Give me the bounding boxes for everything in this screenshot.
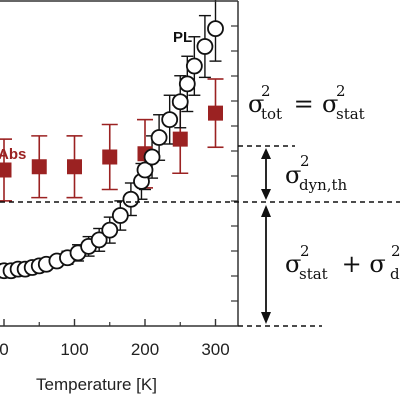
pl-point xyxy=(207,20,224,38)
y-ticks-right xyxy=(231,25,238,302)
pl-point xyxy=(185,57,203,75)
pl-point xyxy=(178,75,196,93)
svg-text:σ: σ xyxy=(285,161,301,189)
annotation-total-variance: σ 2 tot = σ 2 stat xyxy=(248,82,365,123)
svg-text:d: d xyxy=(390,265,400,283)
pl-point xyxy=(111,207,129,224)
abs-point xyxy=(102,149,118,165)
pl-point xyxy=(122,190,140,208)
svg-text:2: 2 xyxy=(261,82,271,100)
series-label-pl: PL xyxy=(173,29,192,46)
svg-text:tot: tot xyxy=(261,105,282,123)
arrow-sum xyxy=(261,205,271,324)
x-tick-label: 300 xyxy=(201,340,229,359)
pl-point xyxy=(161,111,179,129)
abs-point xyxy=(67,159,82,175)
svg-text:σ: σ xyxy=(322,90,338,118)
pl-point xyxy=(143,148,161,166)
pl-point xyxy=(196,38,214,55)
svg-text:stat: stat xyxy=(336,105,365,123)
pl-point xyxy=(90,231,108,249)
svg-text:σ: σ xyxy=(285,250,301,278)
svg-text:2: 2 xyxy=(391,242,400,260)
abs-point xyxy=(0,162,12,178)
x-tick-label: 0 xyxy=(0,340,9,359)
annotation-dynamic-variance: σ 2 dyn,th xyxy=(285,152,348,194)
svg-text:+ σ: + σ xyxy=(334,250,386,278)
markers xyxy=(0,20,224,280)
svg-text:stat: stat xyxy=(299,265,328,283)
x-ticks: 0 100 200 300 xyxy=(0,319,230,359)
reference-lines xyxy=(0,145,400,327)
annotation-sum-variance: σ 2 stat + σ 2 d xyxy=(285,242,400,283)
svg-text:2: 2 xyxy=(300,242,310,260)
abs-point xyxy=(31,159,47,175)
x-axis-title: Temperature [K] xyxy=(36,375,157,394)
pl-point xyxy=(136,161,154,179)
svg-text:2: 2 xyxy=(300,152,310,170)
svg-text:dyn,th: dyn,th xyxy=(299,176,348,194)
svg-text:2: 2 xyxy=(336,82,346,100)
abs-point xyxy=(172,131,188,147)
arrow-dynamic xyxy=(261,148,271,200)
x-tick-label: 100 xyxy=(60,340,88,359)
svg-text:σ: σ xyxy=(248,90,264,118)
series-label-abs: Abs xyxy=(0,146,26,163)
pl-point xyxy=(101,221,119,239)
abs-point xyxy=(208,105,223,121)
pl-point xyxy=(150,129,168,146)
x-tick-label: 200 xyxy=(131,340,159,359)
pl-point xyxy=(171,93,189,111)
svg-text:=: = xyxy=(286,90,321,118)
